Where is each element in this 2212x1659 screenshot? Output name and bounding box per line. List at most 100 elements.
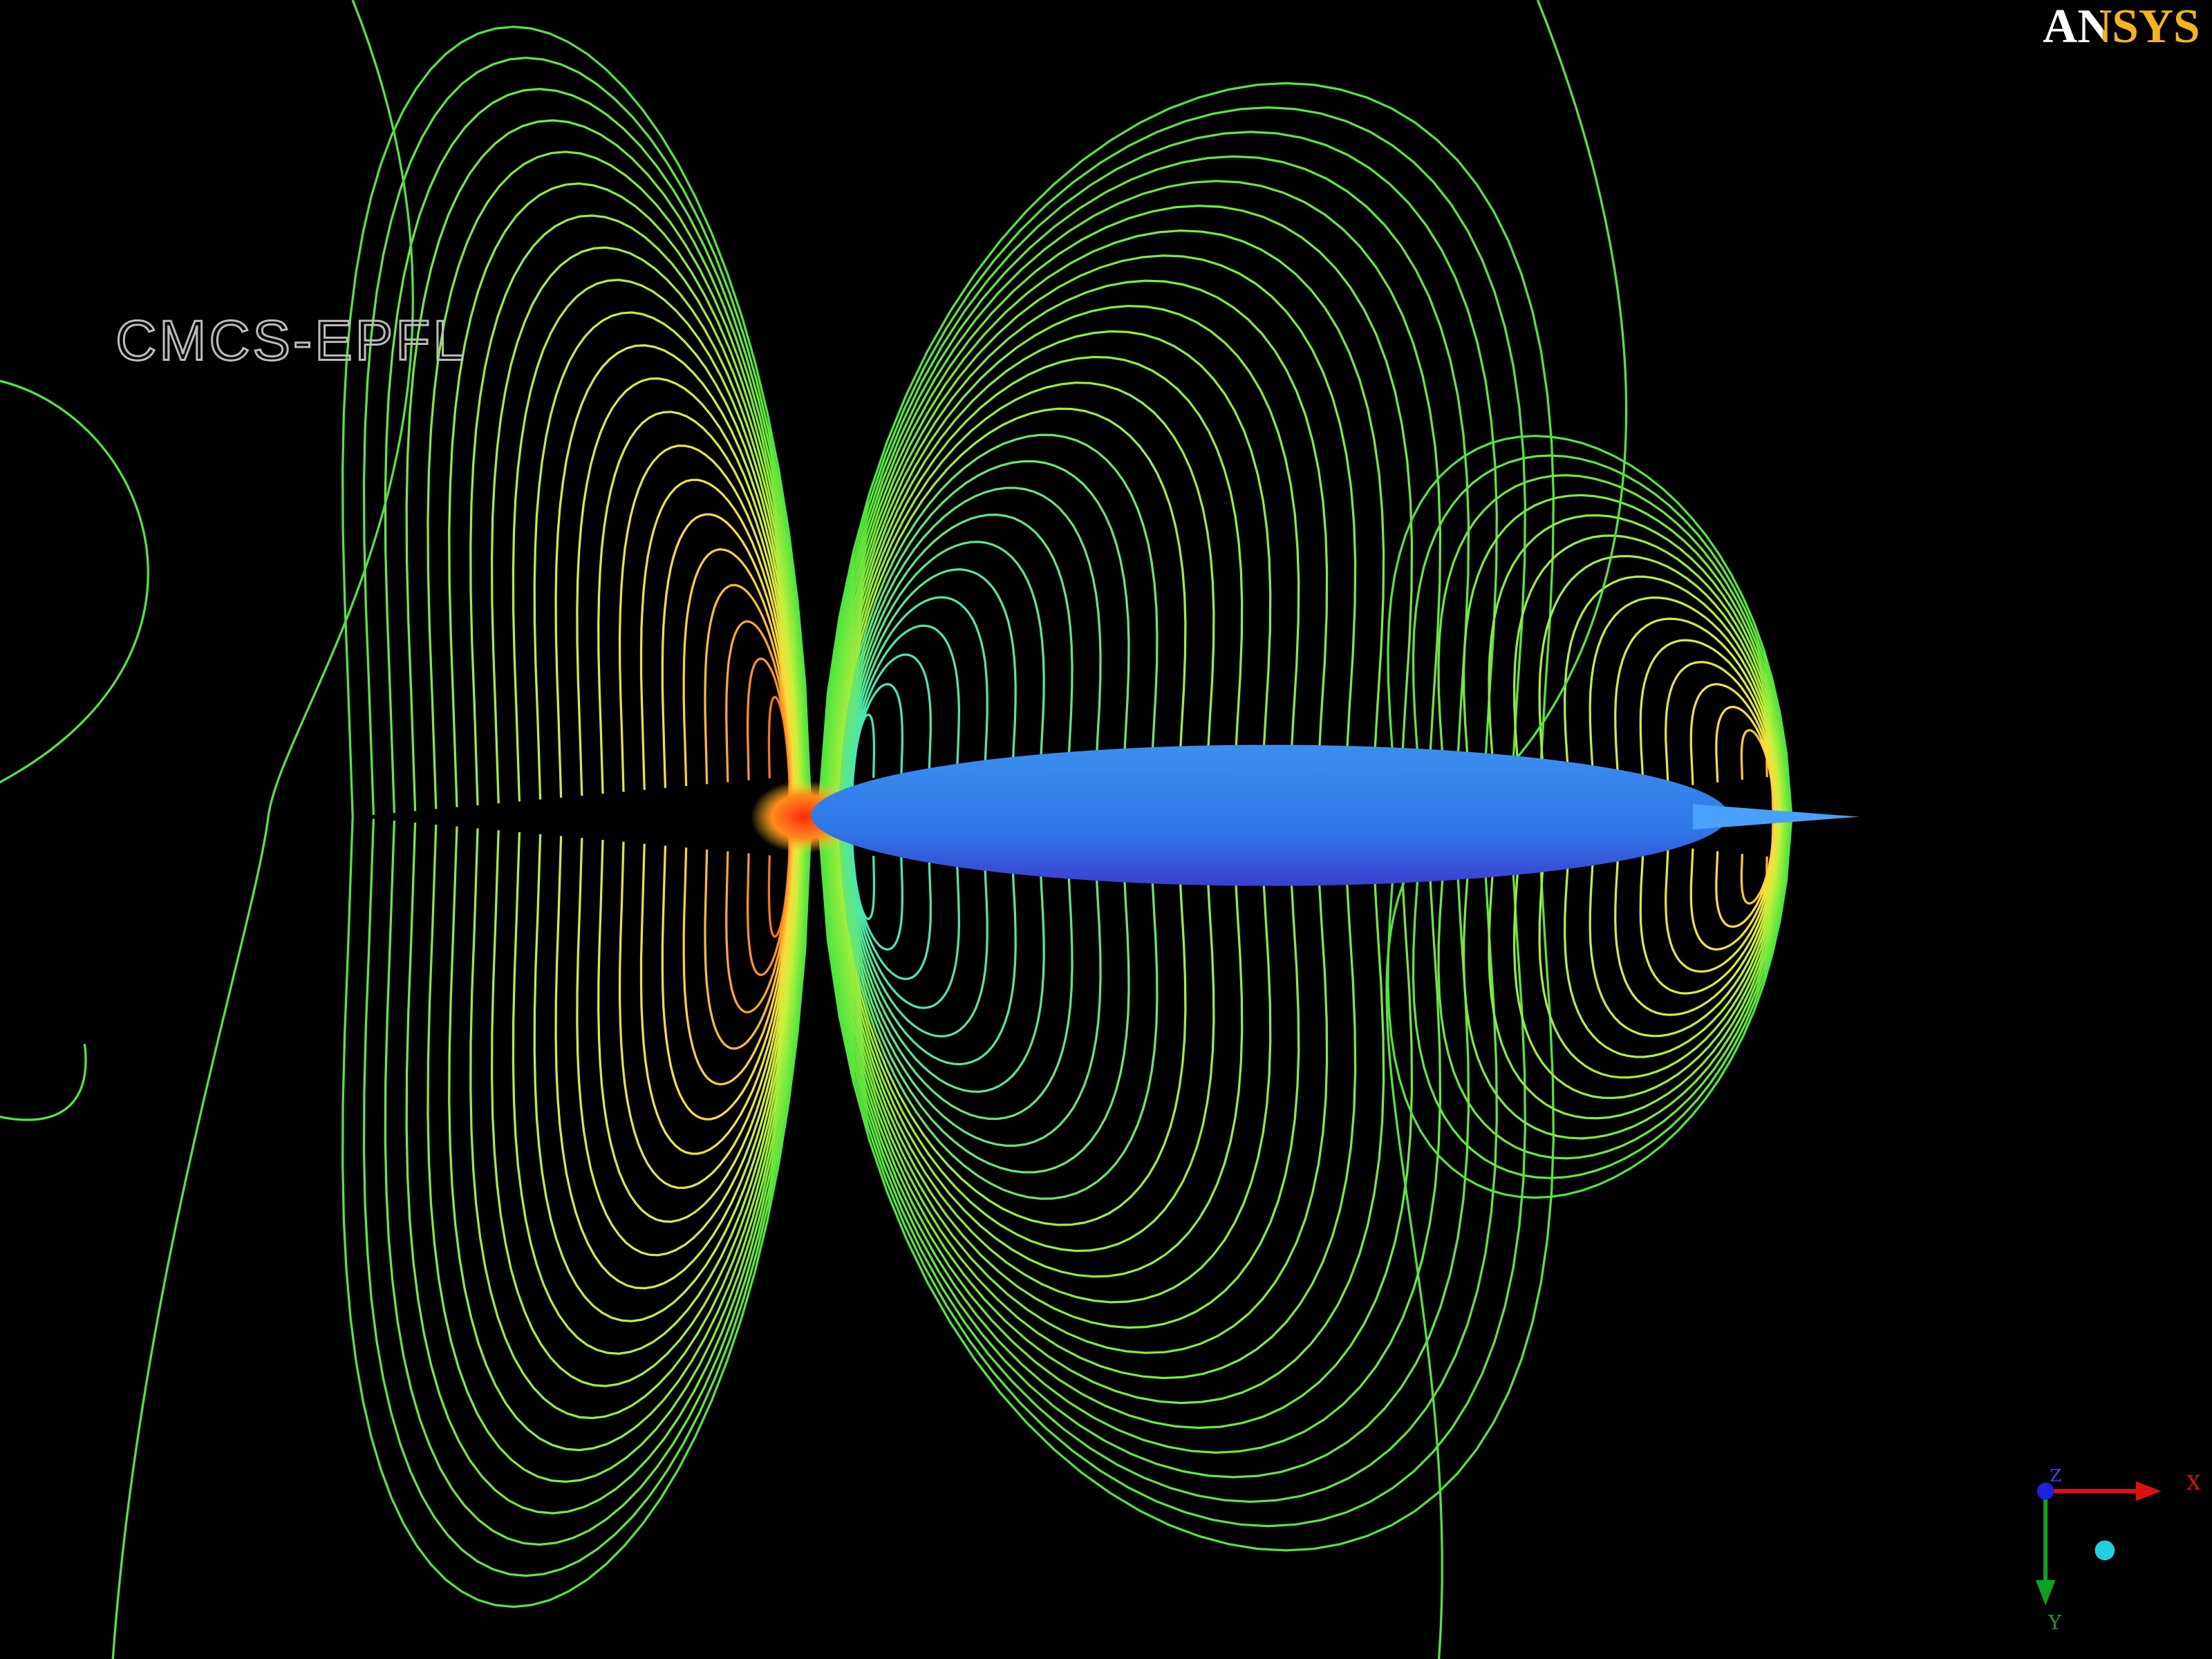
contour-line (747, 816, 793, 977)
contour-line (427, 816, 808, 1483)
contour-line (830, 816, 1300, 1329)
contour-line (704, 816, 795, 1050)
contour-line (576, 377, 801, 817)
y-arrow (2035, 1580, 2056, 1606)
contour-line (1665, 661, 1779, 817)
contour-line (825, 229, 1385, 817)
contour-line (725, 816, 794, 1013)
contour-line (111, 0, 414, 1659)
contour-line (384, 816, 811, 1546)
contour-line (842, 816, 1045, 1094)
contour-line (847, 816, 932, 980)
contour-line (533, 816, 803, 1322)
contour-line (1614, 617, 1782, 817)
contour-line (704, 583, 795, 817)
contour-line (846, 624, 960, 817)
contour-line (1689, 683, 1779, 817)
contour-line (843, 816, 1017, 1066)
contour-line (841, 816, 1074, 1121)
contour-line (512, 816, 805, 1356)
contour-line (661, 513, 797, 817)
contour-line (362, 816, 812, 1577)
contour-line (836, 816, 1159, 1200)
contour-line (469, 816, 807, 1420)
rotation-center (2094, 1540, 2115, 1561)
contour-line (818, 106, 1526, 817)
contour-line (490, 246, 805, 817)
contour-line (849, 816, 903, 951)
contour-line (1387, 816, 1793, 1199)
contour-line (341, 26, 813, 817)
contour-line (405, 816, 809, 1515)
contour-line (1462, 816, 1790, 1140)
contour-line (1614, 816, 1782, 1016)
body (811, 744, 1728, 886)
contour-line (682, 816, 796, 1086)
x-arrow (2135, 1481, 2162, 1501)
contour-line (841, 514, 1074, 817)
contour-line (725, 620, 794, 817)
contour-line (1488, 816, 1788, 1120)
contour-line (1387, 434, 1793, 817)
contour-line (469, 214, 807, 817)
contour-line (1437, 474, 1790, 817)
contour-line (845, 596, 988, 817)
contour-line (448, 182, 807, 817)
contour-line (1437, 816, 1790, 1160)
contour-line (427, 151, 808, 817)
contour-line (1462, 494, 1790, 817)
contour-line (618, 444, 799, 817)
contour-line (849, 683, 903, 817)
contour-line (839, 487, 1102, 817)
contour-line (820, 131, 1498, 817)
contour-line (845, 816, 988, 1038)
contour-line (832, 355, 1244, 817)
contour-line (847, 653, 932, 817)
contour-line (827, 816, 1329, 1354)
contour-line (817, 816, 1555, 1552)
contour-line (1564, 816, 1785, 1058)
contour-line (639, 816, 798, 1155)
contour-line (843, 568, 1017, 817)
contour-line (1689, 816, 1779, 951)
contour-line (747, 657, 793, 817)
contour-line (1538, 554, 1785, 817)
contour-line (1564, 575, 1785, 817)
contour-line (384, 88, 811, 817)
contour-line (1412, 454, 1792, 817)
watermark: CMCS-EPFL (115, 309, 467, 372)
contour-line (817, 82, 1555, 817)
contour-line (835, 816, 1187, 1226)
contour-line (639, 478, 798, 817)
contour-line (576, 816, 801, 1257)
contour-line (821, 155, 1470, 817)
y-label: Y (2047, 1611, 2062, 1634)
contour-line (836, 433, 1159, 817)
contour-line (554, 816, 802, 1290)
contour-line (818, 816, 1526, 1528)
contour-line (846, 816, 960, 1009)
contour-line (824, 816, 1414, 1430)
contour-line (821, 816, 1470, 1479)
contour-line (823, 816, 1442, 1454)
contour-line (838, 460, 1130, 817)
contour-line (554, 344, 802, 817)
contour-line (490, 816, 805, 1387)
contour-line (661, 816, 797, 1121)
contour-line (827, 816, 1357, 1380)
z-label: Z (2050, 1465, 2061, 1485)
body-tail (1692, 804, 1859, 830)
contour-line (824, 205, 1414, 817)
contour-line (1512, 534, 1787, 817)
contour-line (512, 279, 805, 817)
contour-line (834, 816, 1215, 1253)
contour-line (834, 382, 1215, 817)
contour-line (1639, 816, 1781, 995)
contour-line (597, 816, 800, 1223)
x-label: X (2186, 1471, 2201, 1494)
contour-line (341, 816, 813, 1609)
contour-line (827, 254, 1357, 817)
contour-line (1715, 706, 1777, 817)
